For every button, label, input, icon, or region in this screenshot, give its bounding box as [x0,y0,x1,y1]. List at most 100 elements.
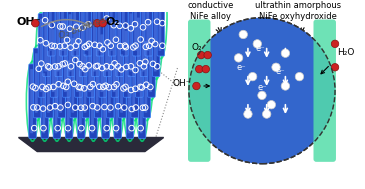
FancyBboxPatch shape [82,49,90,118]
FancyBboxPatch shape [49,0,52,51]
FancyBboxPatch shape [62,13,70,97]
FancyBboxPatch shape [103,68,106,133]
FancyBboxPatch shape [46,46,53,118]
FancyBboxPatch shape [154,2,157,71]
FancyBboxPatch shape [138,65,146,138]
FancyArrowPatch shape [204,84,209,88]
FancyBboxPatch shape [95,43,102,118]
FancyBboxPatch shape [77,65,85,138]
FancyBboxPatch shape [61,0,64,51]
FancyBboxPatch shape [70,33,77,118]
Text: OH⁻: OH⁻ [17,17,41,27]
Circle shape [281,82,289,90]
FancyBboxPatch shape [96,48,99,113]
FancyBboxPatch shape [134,0,137,51]
FancyBboxPatch shape [145,41,147,113]
FancyBboxPatch shape [72,0,79,56]
Text: e⁻: e⁻ [237,63,246,72]
FancyBboxPatch shape [60,0,67,56]
FancyBboxPatch shape [75,15,82,97]
FancyBboxPatch shape [123,26,131,97]
Circle shape [99,19,107,27]
Circle shape [193,82,200,90]
FancyBboxPatch shape [142,12,145,71]
Text: conductive
NiFe alloy: conductive NiFe alloy [187,1,234,21]
FancyBboxPatch shape [117,9,120,71]
FancyBboxPatch shape [85,0,88,51]
FancyBboxPatch shape [67,60,70,133]
FancyBboxPatch shape [130,13,132,71]
FancyBboxPatch shape [69,14,72,71]
FancyBboxPatch shape [157,0,165,56]
FancyBboxPatch shape [137,18,140,92]
FancyBboxPatch shape [79,70,82,133]
FancyBboxPatch shape [35,53,38,113]
FancyBboxPatch shape [87,20,95,97]
FancyArrowPatch shape [284,105,287,112]
FancyBboxPatch shape [140,6,148,77]
FancyBboxPatch shape [108,50,111,113]
Text: O₂ bubbles: O₂ bubbles [58,16,107,41]
Circle shape [196,65,203,73]
FancyBboxPatch shape [158,0,161,51]
FancyArrowPatch shape [265,105,269,112]
Text: O₂: O₂ [191,43,202,52]
Text: e⁻: e⁻ [255,44,265,53]
Circle shape [331,64,339,71]
FancyBboxPatch shape [146,0,149,51]
Circle shape [331,40,339,48]
FancyBboxPatch shape [43,0,50,77]
Circle shape [239,30,247,39]
FancyBboxPatch shape [128,8,135,77]
Circle shape [253,40,261,48]
FancyArrowPatch shape [284,77,287,84]
FancyBboxPatch shape [108,0,116,56]
FancyBboxPatch shape [91,65,94,133]
FancyBboxPatch shape [132,55,135,113]
Text: e⁻: e⁻ [257,83,267,92]
FancyBboxPatch shape [153,0,160,77]
Circle shape [272,63,280,71]
Circle shape [202,65,210,73]
FancyBboxPatch shape [133,0,140,56]
FancyBboxPatch shape [128,75,130,133]
FancyBboxPatch shape [92,0,99,77]
FancyBboxPatch shape [120,0,128,56]
Circle shape [204,51,211,59]
FancyBboxPatch shape [116,4,123,77]
Text: O₂: O₂ [105,17,120,27]
FancyBboxPatch shape [55,5,62,77]
FancyBboxPatch shape [52,29,54,92]
FancyBboxPatch shape [100,34,103,92]
FancyBboxPatch shape [84,54,87,113]
FancyBboxPatch shape [131,50,138,118]
FancyBboxPatch shape [88,25,91,92]
FancyBboxPatch shape [44,0,47,71]
FancyBboxPatch shape [125,31,128,92]
FancyBboxPatch shape [79,7,87,77]
FancyBboxPatch shape [72,38,74,113]
FancyBboxPatch shape [99,29,107,97]
FancyBboxPatch shape [314,19,336,162]
Circle shape [189,18,335,164]
FancyBboxPatch shape [41,68,49,138]
FancyBboxPatch shape [59,45,62,113]
Circle shape [258,91,266,100]
FancyBboxPatch shape [120,54,123,113]
FancyBboxPatch shape [39,19,42,92]
FancyBboxPatch shape [113,18,115,92]
FancyBboxPatch shape [50,24,58,97]
Circle shape [234,54,243,62]
FancyBboxPatch shape [90,60,97,138]
Circle shape [244,110,252,118]
FancyBboxPatch shape [47,0,55,56]
FancyBboxPatch shape [126,70,134,138]
FancyBboxPatch shape [148,15,155,97]
FancyArrowPatch shape [246,77,250,84]
FancyBboxPatch shape [29,64,36,138]
FancyBboxPatch shape [119,49,126,118]
FancyArrowPatch shape [265,49,269,56]
Circle shape [281,49,289,57]
FancyBboxPatch shape [81,12,84,71]
FancyBboxPatch shape [105,0,108,71]
